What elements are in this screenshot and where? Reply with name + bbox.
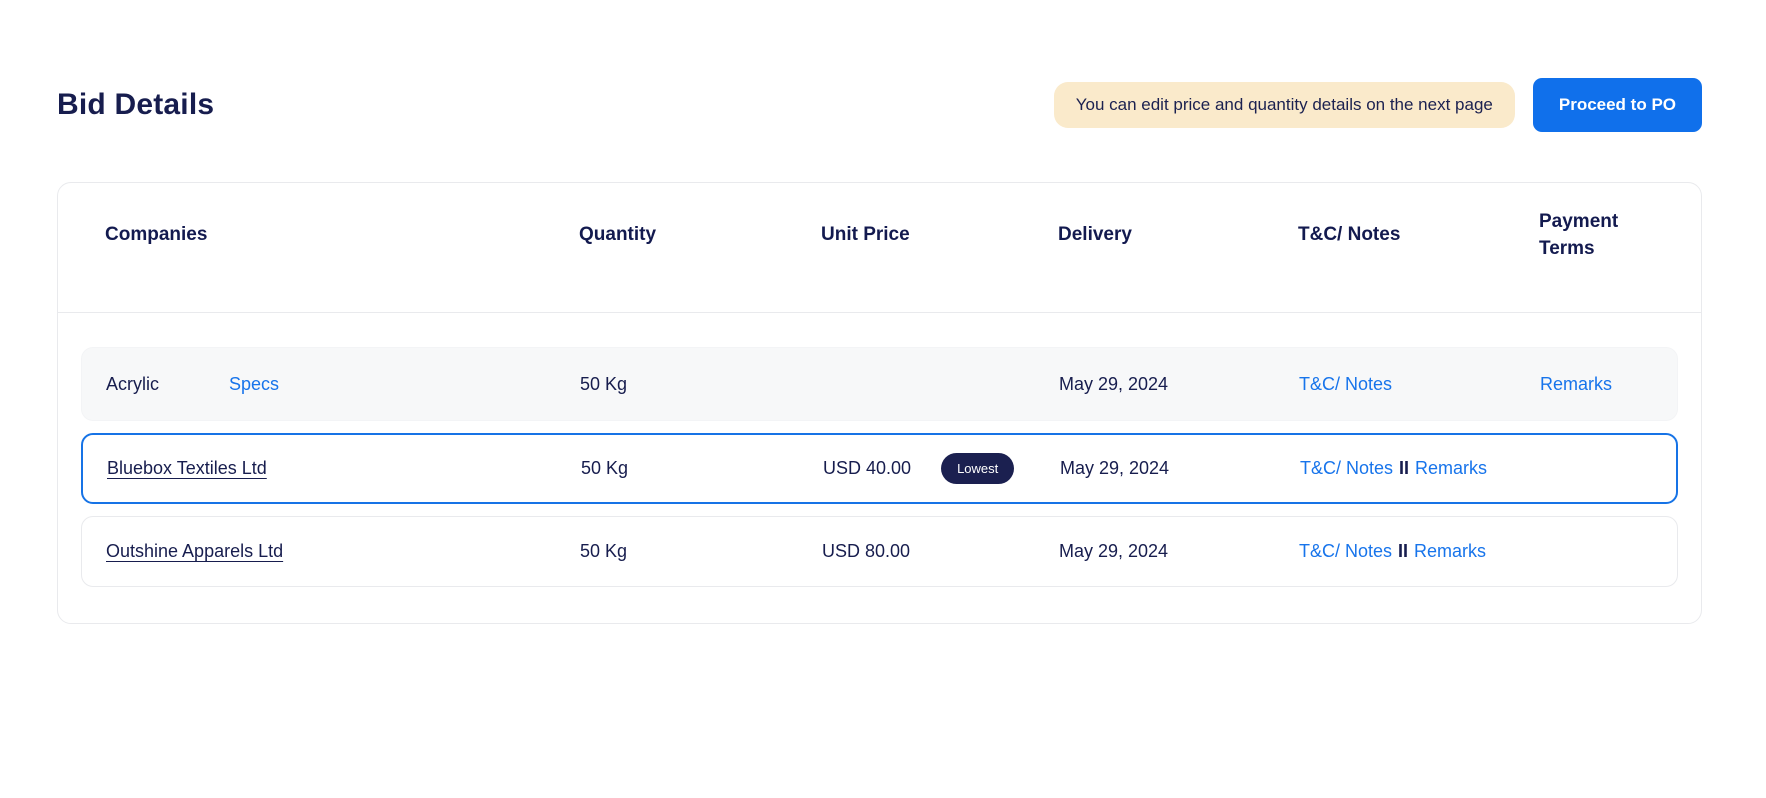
bid-links-cell: T&C/ Notes II Remarks	[1300, 458, 1541, 479]
tc-notes-link[interactable]: T&C/ Notes	[1299, 541, 1393, 561]
item-cell: Acrylic Specs	[106, 374, 580, 395]
item-quantity: 50 Kg	[580, 373, 628, 394]
column-header-payment-terms: Payment Terms	[1539, 210, 1619, 259]
item-summary-row: Acrylic Specs 50 Kg May 29, 2024 T&C/ No…	[81, 347, 1678, 421]
remarks-link[interactable]: Remarks	[1540, 373, 1613, 394]
proceed-to-po-button[interactable]: Proceed to PO	[1532, 78, 1702, 132]
item-tc-notes-cell: T&C/ Notes	[1299, 374, 1540, 395]
company-name-link[interactable]: Bluebox Textiles Ltd	[107, 458, 267, 478]
company-name-link[interactable]: Outshine Apparels Ltd	[106, 541, 284, 561]
bid-quantity: 50 Kg	[580, 541, 628, 561]
bid-row-bluebox[interactable]: Bluebox Textiles Ltd 50 Kg USD 40.00 Low…	[81, 433, 1678, 504]
bids-table: Companies Quantity Unit Price Delivery T…	[57, 182, 1702, 624]
item-remarks-cell: Remarks	[1540, 374, 1653, 395]
bid-delivery: May 29, 2024	[1059, 541, 1169, 561]
tc-notes-link[interactable]: T&C/ Notes	[1299, 373, 1393, 394]
specs-link[interactable]: Specs	[229, 373, 280, 394]
column-header-quantity: Quantity	[579, 224, 657, 245]
company-cell: Outshine Apparels Ltd	[106, 541, 580, 562]
table-body: Acrylic Specs 50 Kg May 29, 2024 T&C/ No…	[58, 313, 1701, 623]
bid-unit-price: USD 40.00	[823, 458, 912, 478]
tc-notes-link[interactable]: T&C/ Notes	[1300, 458, 1394, 478]
edit-notice-banner: You can edit price and quantity details …	[1053, 82, 1515, 128]
company-cell: Bluebox Textiles Ltd	[107, 458, 581, 479]
remarks-link[interactable]: Remarks	[1414, 541, 1487, 561]
bid-unit-price-cell: USD 40.00 Lowest	[823, 453, 1060, 484]
top-bar: Bid Details You can edit price and quant…	[57, 78, 1702, 132]
column-header-delivery: Delivery	[1058, 224, 1132, 245]
column-header-tc-notes: T&C/ Notes	[1298, 224, 1401, 245]
bid-quantity: 50 Kg	[581, 458, 629, 478]
topbar-actions: You can edit price and quantity details …	[1053, 78, 1702, 132]
bid-unit-price-cell: USD 80.00	[822, 541, 1059, 562]
link-separator: II	[1399, 458, 1410, 478]
bid-links-cell: T&C/ Notes II Remarks	[1299, 541, 1540, 562]
item-name: Acrylic	[106, 373, 159, 394]
bid-unit-price: USD 80.00	[822, 541, 911, 561]
link-separator: II	[1398, 541, 1409, 561]
column-header-unit-price: Unit Price	[821, 224, 910, 245]
bid-delivery: May 29, 2024	[1060, 458, 1170, 478]
bid-row-outshine[interactable]: Outshine Apparels Ltd 50 Kg USD 80.00 Ma…	[81, 516, 1678, 587]
column-header-companies: Companies	[105, 224, 208, 245]
lowest-badge: Lowest	[941, 453, 1015, 484]
item-delivery: May 29, 2024	[1059, 373, 1169, 394]
page-title: Bid Details	[57, 88, 215, 121]
remarks-link[interactable]: Remarks	[1415, 458, 1488, 478]
table-header-row: Companies Quantity Unit Price Delivery T…	[58, 183, 1701, 313]
